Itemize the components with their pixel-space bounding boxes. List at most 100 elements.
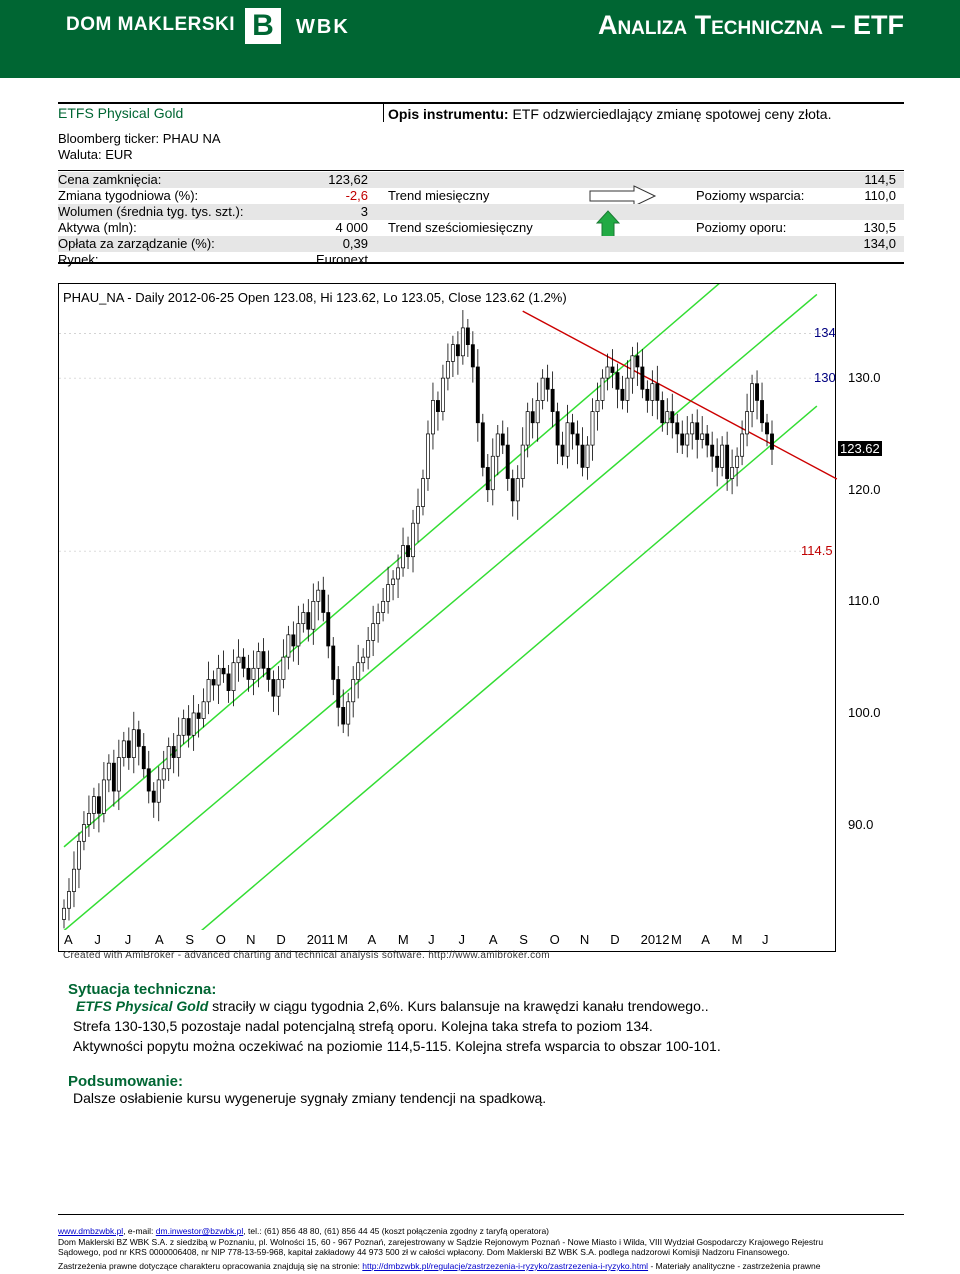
candle-body [341,707,346,725]
candle-body [460,327,465,357]
candle-body [685,433,690,446]
candle-body [356,662,361,680]
candle-body [620,388,625,401]
candle-body [296,623,301,647]
footer-contact: www.dmbzwbk.pl, e-mail: dm.inwestor@bzwb… [58,1226,904,1237]
candle-body [630,355,635,379]
contact-pre: , e-mail: [123,1226,156,1236]
instrument-highlight: ETFS Physical Gold [76,998,209,1014]
candle-body [401,545,405,569]
candle-body [495,433,500,457]
candle-body [346,701,351,725]
candle-body [705,433,710,446]
stats-row: Zmiana tygodniowa (%): -2,6 Trend miesię… [58,185,904,207]
candle-body [381,600,386,613]
candle-body [141,746,146,770]
contact-post: , tel.: (61) 856 48 80, (61) 856 44 45 (… [243,1226,550,1236]
level-label: 130 [814,370,836,386]
candle-body [580,444,585,468]
x-tick-label: M [337,932,348,947]
candle-body [77,840,81,870]
stat-value: 4 000 [335,220,368,235]
desc-divider [383,102,384,122]
candle-body [735,455,740,468]
disclaimer-link[interactable]: http://dmbzwbk.pl/regulacje/zastrzezenia… [362,1261,649,1271]
candle-body [72,868,76,892]
stats-row: Aktywa (mln): 4 000 Trend sześciomiesięc… [58,210,904,244]
y-tick-label: 120.0 [848,481,881,497]
analysis-line-3: Aktywności popytu można oczekiwać na poz… [73,1038,721,1054]
stats-row: Opłata za zarządzanie (%): 0,39 134,0 [58,236,904,252]
candle-body [555,411,560,446]
description-text: ETF odzwierciedlający zmianę spotowej ce… [508,106,832,122]
channel-middle-line [63,293,818,930]
instrument-name: ETFS Physical Gold [58,105,184,121]
level-label: 134 [814,325,836,341]
candle-body [231,662,236,691]
candle-body [261,651,266,669]
x-tick-label: J [428,932,435,947]
candle-body [635,355,640,368]
candle-body [590,411,595,446]
top-rule [58,102,904,104]
candle-body [465,327,470,345]
candle-body [241,656,246,669]
candle-body [236,656,241,664]
footer-legal-1: Dom Maklerski BZ WBK S.A. z siedzibą w P… [58,1237,824,1247]
analysis-line-2: Strefa 130-130,5 pozostaje nadal potencj… [73,1018,653,1034]
candle-body [151,790,156,803]
candle-body [316,589,321,602]
last-close-badge: 123.62 [838,441,882,457]
candle-body [595,400,600,412]
candle-body [226,673,231,691]
candle-body [286,634,291,658]
candle-body [520,444,525,479]
candle-body [600,377,605,401]
candle-body [575,433,580,446]
analysis-heading: Sytuacja techniczna: [68,981,217,998]
candle-body [406,545,410,558]
stats-bottom-rule [58,262,904,264]
candle-body [655,383,660,401]
candle-body [161,768,166,781]
candle-body [765,422,769,435]
candle-body [665,411,670,424]
footer-rule [58,1214,904,1215]
site-link[interactable]: www.dmbzwbk.pl [58,1226,124,1236]
candle-body [431,400,435,435]
candle-body [291,634,296,647]
channel-lower-line [201,405,818,930]
candle-body [181,718,186,736]
candle-body [67,891,71,909]
candle-body [246,667,251,680]
resistance-level-2: 134,0 [863,236,896,251]
candle-body [450,344,455,362]
x-tick-label: S [519,932,528,947]
candle-body [625,377,630,401]
candle-body [700,433,705,440]
email-link[interactable]: dm.inwestor@bzwbk.pl [155,1226,244,1236]
x-tick-label: O [549,932,560,947]
stat-label: Zmiana tygodniowa (%): [58,188,199,203]
stats-top-rule [58,170,904,171]
candle-body [176,734,181,758]
candle-body [615,372,620,390]
candle-body [470,344,475,368]
monthly-trend-label: Trend miesięczny [388,188,490,203]
support-level-2: 110,0 [864,188,896,203]
x-tick-label: 2012 [640,932,670,947]
x-tick-label: O [215,932,226,947]
candle-body [171,746,176,758]
channel-upper-line [63,284,720,848]
candle-body [660,400,665,424]
candle-body [206,679,211,703]
x-tick-label: J [458,932,466,947]
candle-body [411,522,415,558]
candle-body [146,768,151,792]
disclaimer-pre: Zastrzeżenia prawne dotyczące charakteru… [58,1261,363,1271]
candle-body [510,478,515,502]
analysis-line-1: ETFS Physical Gold straciły w ciągu tygo… [76,998,709,1014]
candle-body [670,411,675,424]
candle-body [426,433,430,479]
